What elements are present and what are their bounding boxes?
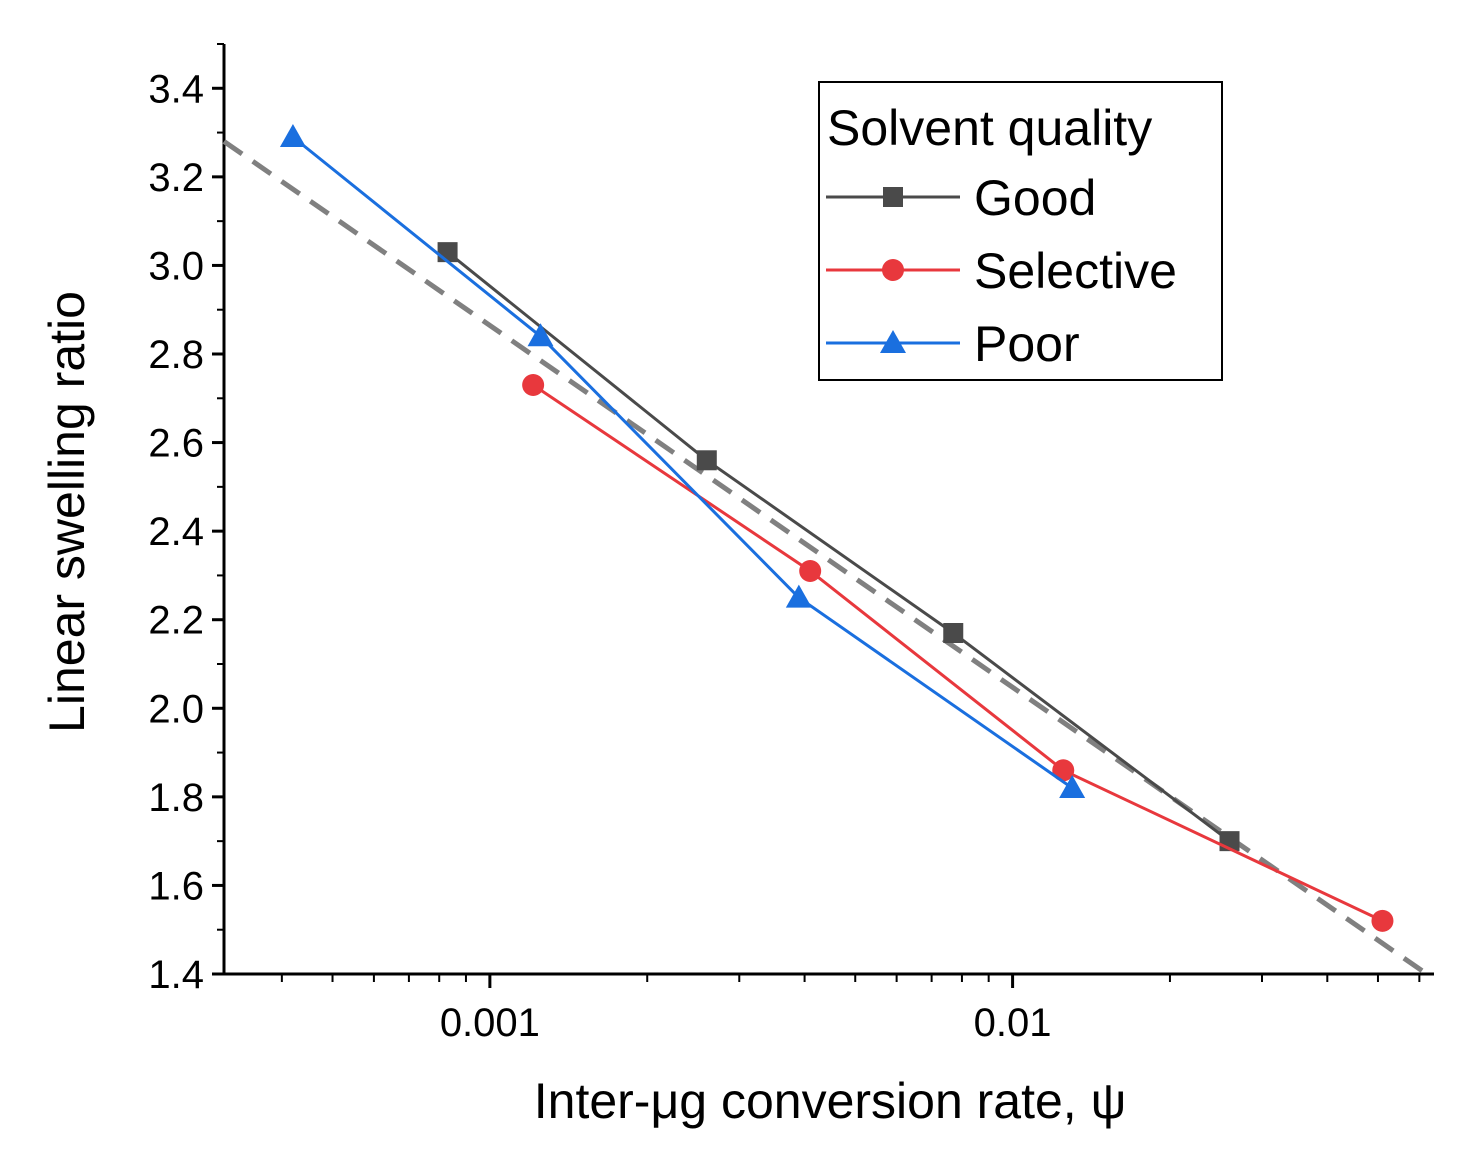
series-poor-point — [785, 584, 812, 608]
legend-good-marker — [883, 187, 903, 207]
series-selective — [522, 374, 1394, 932]
series-good-line — [446, 250, 1231, 843]
y-tick-label: 1.4 — [148, 953, 204, 997]
y-tick-label: 1.8 — [148, 776, 204, 820]
y-tick-label: 3.4 — [148, 67, 204, 111]
series-poor-line — [291, 135, 1074, 790]
legend-title: Solvent quality — [827, 100, 1152, 156]
series-selective-point — [799, 560, 822, 582]
series-selective-point — [1371, 909, 1394, 932]
y-tick-label: 2.8 — [148, 333, 204, 377]
series-poor-point — [527, 323, 554, 347]
y-tick-label: 2.2 — [148, 599, 204, 643]
legend: Solvent quality Good Selective Poor — [818, 81, 1223, 381]
y-tick-label: 3.2 — [148, 156, 204, 200]
x-tick-label: 0.01 — [974, 1001, 1052, 1045]
series-poor-point — [279, 124, 306, 147]
y-axis-title: Linear swelling ratio — [39, 291, 95, 733]
legend-box — [818, 81, 1223, 381]
series-group — [279, 124, 1394, 932]
legend-selective-marker — [882, 259, 904, 281]
y-tick-label: 3.0 — [148, 244, 204, 288]
series-selective-line — [532, 383, 1384, 923]
series-good-point — [696, 450, 717, 471]
series-good-point — [943, 623, 964, 643]
series-poor — [279, 124, 1086, 798]
axes: 1.4 1.6 1.8 2.0 2.2 2.4 2.6 2.8 3.0 3.2 3.4 0.001 0.… — [148, 43, 1434, 1045]
legend-selective-label: Selective — [974, 243, 1177, 299]
y-tick-label: 2.0 — [148, 687, 204, 731]
y-tick-label: 1.6 — [148, 864, 204, 908]
x-tick-label: 0.001 — [440, 1001, 540, 1045]
series-selective-point — [1052, 759, 1075, 782]
legend-poor-marker — [880, 330, 906, 353]
legend-poor-label: Poor — [974, 316, 1080, 372]
series-selective-point — [522, 374, 545, 396]
series-good-point — [437, 242, 458, 263]
legend-good-label: Good — [974, 170, 1096, 226]
y-tick-label: 2.6 — [148, 422, 204, 466]
series-poor-point — [1059, 775, 1086, 798]
x-axis-title: Inter-μg conversion rate, ψ — [534, 1073, 1126, 1129]
y-tick-label: 2.4 — [148, 510, 204, 554]
